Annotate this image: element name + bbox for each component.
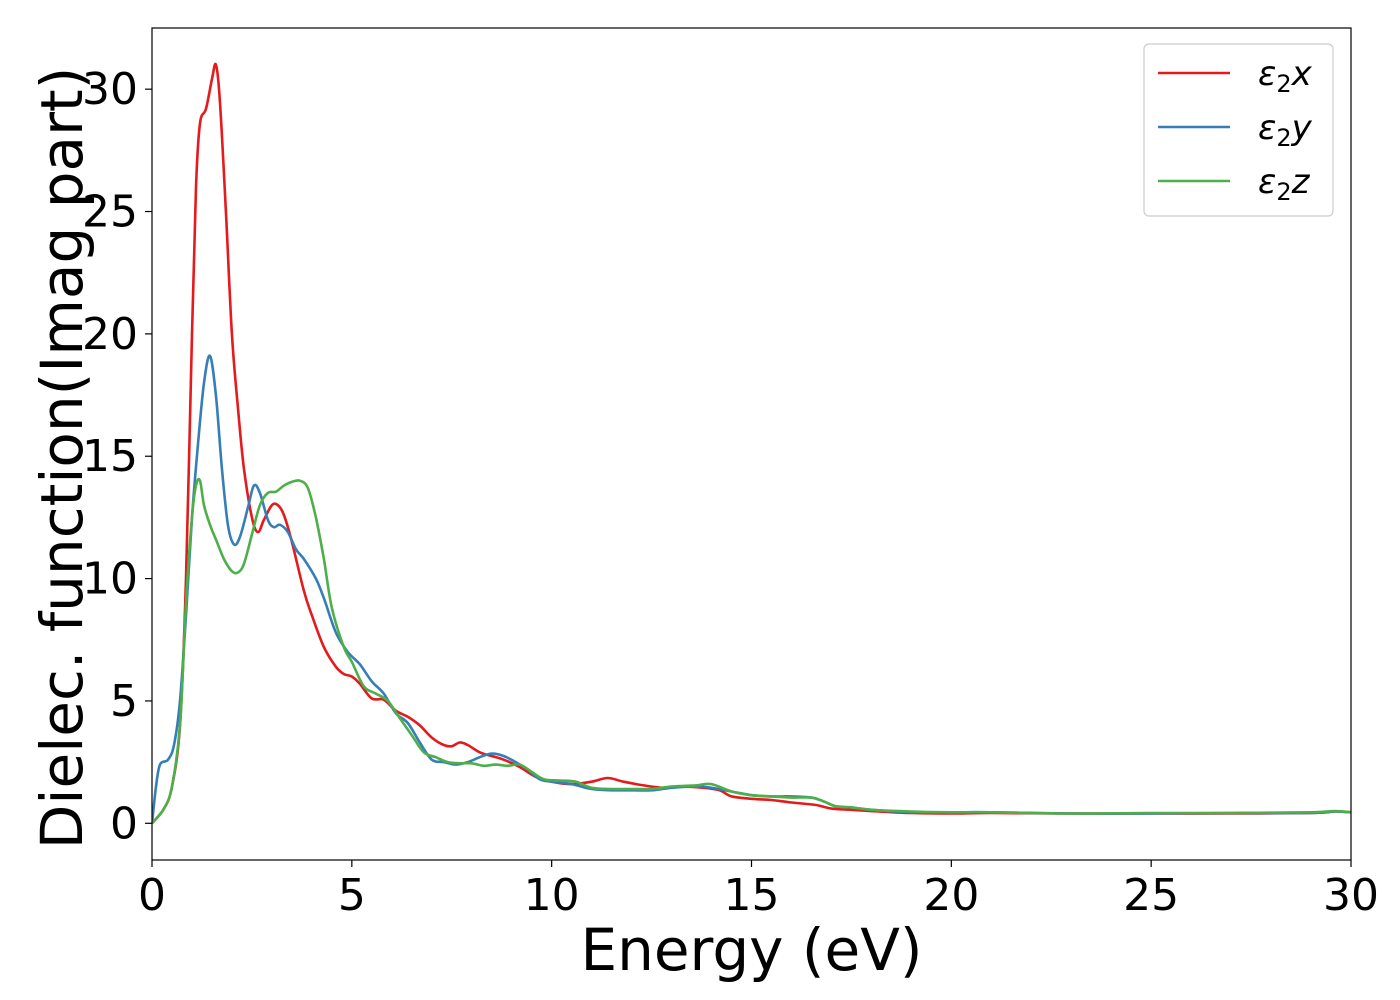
y-axis-ticks: 0 5 10 15 20 25 30 (82, 64, 152, 849)
series-line-x (152, 62, 1351, 825)
series-layer (152, 62, 1351, 825)
series-line-z (152, 477, 1351, 825)
x-tick-label: 15 (724, 870, 780, 921)
legend-label-x: ε2x (1258, 54, 1313, 98)
legend-label-z: ε2z (1258, 162, 1311, 206)
legend: ε2x ε2y ε2z (1143, 43, 1334, 217)
legend-box (1143, 43, 1334, 217)
x-tick-label: 10 (524, 870, 580, 921)
y-tick-label: 25 (82, 187, 138, 238)
y-tick-label: 0 (110, 798, 138, 849)
x-tick-label: 25 (1123, 870, 1179, 921)
x-tick-label: 20 (923, 870, 979, 921)
x-tick-label: 30 (1323, 870, 1379, 921)
x-axis-title: Energy (eV) (580, 916, 922, 984)
y-tick-label: 10 (82, 554, 138, 605)
x-axis-ticks: 0 5 10 15 20 25 30 (138, 860, 1379, 921)
y-tick-label: 5 (110, 676, 138, 727)
y-tick-label: 30 (82, 64, 138, 115)
x-tick-label: 0 (138, 870, 166, 921)
y-axis-title: Dielec. function(Imag part) (28, 67, 96, 850)
x-tick-label: 5 (338, 870, 366, 921)
legend-label-y: ε2y (1258, 108, 1313, 152)
y-tick-label: 15 (82, 431, 138, 482)
series-line-y (152, 354, 1351, 824)
y-tick-label: 20 (82, 309, 138, 360)
